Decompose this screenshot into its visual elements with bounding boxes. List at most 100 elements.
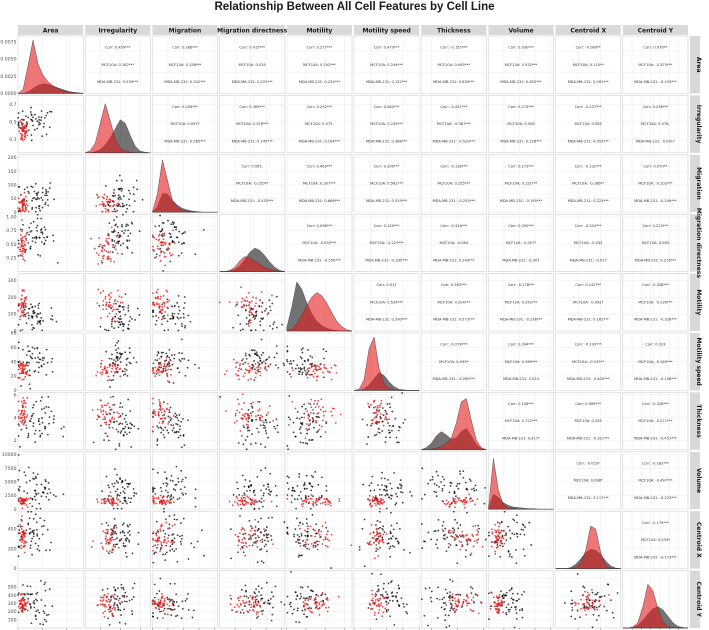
- point-mda-mb-231: [100, 362, 103, 365]
- point-mda-mb-231: [358, 546, 361, 548]
- point-mda-mb-231: [275, 295, 278, 298]
- point-mda-mb-231: [119, 244, 122, 247]
- point-mda-mb-231: [43, 116, 46, 119]
- point-mcf10a: [23, 210, 26, 213]
- point-mda-mb-231: [390, 494, 392, 497]
- point-mda-mb-231: [462, 476, 465, 479]
- point-mda-mb-231: [158, 608, 160, 611]
- point-mda-mb-231: [130, 427, 132, 430]
- point-mcf10a: [241, 393, 244, 396]
- point-mcf10a: [271, 294, 273, 297]
- point-mda-mb-231: [515, 562, 518, 565]
- point-mda-mb-231: [125, 433, 128, 436]
- point-mda-mb-231: [269, 305, 271, 308]
- point-mcf10a: [20, 240, 23, 242]
- density-mcf10a: [286, 292, 353, 332]
- point-mda-mb-231: [123, 499, 126, 502]
- point-mda-mb-231: [42, 610, 45, 613]
- point-mda-mb-231: [17, 186, 20, 188]
- point-mda-mb-231: [259, 320, 262, 323]
- point-mcf10a: [159, 525, 162, 528]
- point-mcf10a: [248, 371, 250, 374]
- point-mda-mb-231: [31, 352, 34, 355]
- point-mda-mb-231: [307, 534, 309, 537]
- point-mda-mb-231: [183, 357, 186, 360]
- point-mcf10a: [114, 230, 116, 233]
- point-mcf10a: [23, 533, 26, 535]
- point-mda-mb-231: [509, 537, 512, 540]
- point-mda-mb-231: [62, 425, 65, 428]
- point-mda-mb-231: [155, 253, 158, 256]
- point-mcf10a: [166, 374, 169, 377]
- point-mda-mb-231: [112, 374, 115, 377]
- point-mda-mb-231: [464, 481, 467, 484]
- point-mda-mb-231: [442, 521, 445, 523]
- point-mda-mb-231: [31, 323, 33, 326]
- point-mda-mb-231: [129, 315, 132, 318]
- point-mcf10a: [245, 542, 248, 545]
- point-mda-mb-231: [252, 349, 254, 351]
- point-mcf10a: [21, 137, 23, 140]
- point-mda-mb-231: [304, 442, 307, 444]
- point-mcf10a: [242, 533, 245, 536]
- point-mda-mb-231: [39, 209, 41, 212]
- point-mcf10a: [261, 362, 263, 365]
- point-mda-mb-231: [174, 322, 177, 325]
- point-mda-mb-231: [24, 315, 27, 318]
- point-mda-mb-231: [119, 431, 122, 434]
- point-mcf10a: [25, 209, 28, 212]
- point-mcf10a: [304, 529, 306, 532]
- point-mda-mb-231: [384, 494, 387, 497]
- point-mcf10a: [112, 502, 115, 505]
- point-mda-mb-231: [124, 538, 127, 541]
- point-mcf10a: [304, 372, 307, 375]
- point-mda-mb-231: [255, 617, 258, 619]
- point-mcf10a: [114, 244, 117, 247]
- point-mcf10a: [100, 542, 103, 545]
- point-mda-mb-231: [294, 367, 297, 370]
- point-mda-mb-231: [122, 530, 124, 533]
- point-mcf10a: [375, 408, 378, 411]
- point-mcf10a: [234, 412, 237, 415]
- point-mcf10a: [26, 609, 29, 612]
- point-mda-mb-231: [152, 315, 154, 318]
- point-mcf10a: [260, 305, 263, 308]
- point-mcf10a: [107, 592, 110, 595]
- point-mda-mb-231: [99, 399, 102, 402]
- point-mcf10a: [111, 246, 114, 249]
- panel: [17, 510, 84, 569]
- point-mda-mb-231: [173, 550, 176, 553]
- point-mda-mb-231: [30, 185, 33, 188]
- point-mda-mb-231: [126, 524, 129, 527]
- point-mda-mb-231: [31, 530, 34, 532]
- point-mda-mb-231: [165, 485, 168, 487]
- panel: [152, 510, 218, 569]
- point-mcf10a: [329, 502, 332, 505]
- point-mcf10a: [250, 606, 253, 609]
- point-mda-mb-231: [38, 549, 41, 552]
- point-mcf10a: [374, 535, 376, 537]
- point-mda-mb-231: [17, 116, 20, 119]
- point-mcf10a: [331, 407, 334, 410]
- point-mcf10a: [115, 313, 118, 315]
- point-mda-mb-231: [171, 429, 174, 432]
- point-mda-mb-231: [305, 543, 307, 546]
- point-mcf10a: [114, 363, 117, 365]
- point-mda-mb-231: [404, 418, 406, 421]
- point-mcf10a: [152, 549, 154, 552]
- point-mda-mb-231: [130, 423, 133, 426]
- point-mda-mb-231: [477, 531, 480, 533]
- point-mda-mb-231: [437, 518, 440, 521]
- point-mcf10a: [318, 540, 320, 543]
- point-mda-mb-231: [25, 322, 28, 325]
- point-mcf10a: [153, 497, 156, 500]
- density-mcf10a: [152, 159, 218, 213]
- point-mcf10a: [376, 413, 379, 416]
- point-mcf10a: [157, 303, 160, 305]
- point-mcf10a: [158, 374, 161, 376]
- panel: [622, 213, 689, 272]
- point-mcf10a: [105, 369, 107, 372]
- point-mda-mb-231: [128, 189, 130, 192]
- point-mcf10a: [240, 528, 243, 531]
- point-mda-mb-231: [462, 470, 465, 473]
